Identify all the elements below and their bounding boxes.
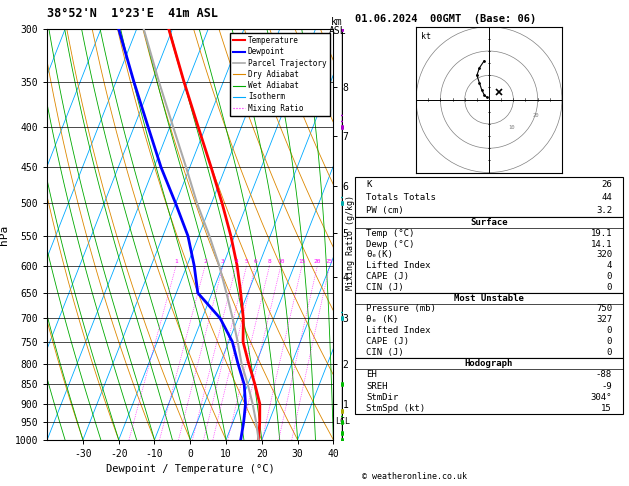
- Text: 4: 4: [606, 261, 612, 270]
- Text: 5: 5: [245, 259, 248, 264]
- Text: Dewp (°C): Dewp (°C): [366, 240, 415, 249]
- Text: θₑ(K): θₑ(K): [366, 250, 393, 260]
- Text: 0: 0: [606, 272, 612, 281]
- Text: Pressure (mb): Pressure (mb): [366, 304, 436, 313]
- Legend: Temperature, Dewpoint, Parcel Trajectory, Dry Adiabat, Wet Adiabat, Isotherm, Mi: Temperature, Dewpoint, Parcel Trajectory…: [230, 33, 330, 116]
- Text: Most Unstable: Most Unstable: [454, 294, 524, 303]
- Y-axis label: hPa: hPa: [0, 225, 9, 244]
- Text: 0: 0: [606, 326, 612, 335]
- Text: 15: 15: [601, 404, 612, 413]
- Text: Surface: Surface: [470, 218, 508, 227]
- Text: -9: -9: [601, 382, 612, 391]
- Text: 3: 3: [221, 259, 225, 264]
- Text: 0: 0: [606, 283, 612, 292]
- Text: K: K: [366, 179, 372, 189]
- Text: Temp (°C): Temp (°C): [366, 229, 415, 238]
- Text: Lifted Index: Lifted Index: [366, 261, 431, 270]
- Text: 44: 44: [601, 193, 612, 202]
- Text: CAPE (J): CAPE (J): [366, 272, 409, 281]
- Text: 19.1: 19.1: [591, 229, 612, 238]
- Text: 8: 8: [268, 259, 272, 264]
- Text: 0: 0: [606, 337, 612, 347]
- Text: 2: 2: [203, 259, 207, 264]
- Text: Mixing Ratio (g/kg): Mixing Ratio (g/kg): [347, 195, 355, 291]
- Text: ASL: ASL: [328, 26, 346, 36]
- Text: -88: -88: [596, 370, 612, 380]
- Text: 25: 25: [326, 259, 333, 264]
- Text: 14.1: 14.1: [591, 240, 612, 249]
- Text: 0: 0: [606, 348, 612, 357]
- Text: 3.2: 3.2: [596, 206, 612, 215]
- Text: 01.06.2024  00GMT  (Base: 06): 01.06.2024 00GMT (Base: 06): [355, 14, 537, 24]
- Text: CIN (J): CIN (J): [366, 348, 404, 357]
- Text: θₑ (K): θₑ (K): [366, 315, 398, 325]
- Text: 320: 320: [596, 250, 612, 260]
- Text: CAPE (J): CAPE (J): [366, 337, 409, 347]
- Text: EH: EH: [366, 370, 377, 380]
- Text: 327: 327: [596, 315, 612, 325]
- Text: 4: 4: [234, 259, 238, 264]
- Text: 1: 1: [174, 259, 178, 264]
- Text: SREH: SREH: [366, 382, 387, 391]
- Text: 304°: 304°: [591, 393, 612, 402]
- Text: Hodograph: Hodograph: [465, 359, 513, 368]
- Text: StmSpd (kt): StmSpd (kt): [366, 404, 425, 413]
- Text: LCL: LCL: [335, 417, 350, 426]
- Text: Lifted Index: Lifted Index: [366, 326, 431, 335]
- Text: 26: 26: [601, 179, 612, 189]
- Text: 10: 10: [277, 259, 284, 264]
- Text: 38°52'N  1°23'E  41m ASL: 38°52'N 1°23'E 41m ASL: [47, 7, 218, 20]
- Text: kt: kt: [421, 32, 431, 41]
- Text: 6: 6: [253, 259, 257, 264]
- Text: km: km: [331, 17, 343, 27]
- Text: 10: 10: [508, 125, 515, 130]
- Text: 20: 20: [314, 259, 321, 264]
- Text: PW (cm): PW (cm): [366, 206, 404, 215]
- Text: 750: 750: [596, 304, 612, 313]
- Text: CIN (J): CIN (J): [366, 283, 404, 292]
- X-axis label: Dewpoint / Temperature (°C): Dewpoint / Temperature (°C): [106, 465, 275, 474]
- Text: Totals Totals: Totals Totals: [366, 193, 436, 202]
- Text: StmDir: StmDir: [366, 393, 398, 402]
- Text: 15: 15: [298, 259, 306, 264]
- Text: © weatheronline.co.uk: © weatheronline.co.uk: [362, 472, 467, 481]
- Text: 20: 20: [533, 113, 539, 118]
